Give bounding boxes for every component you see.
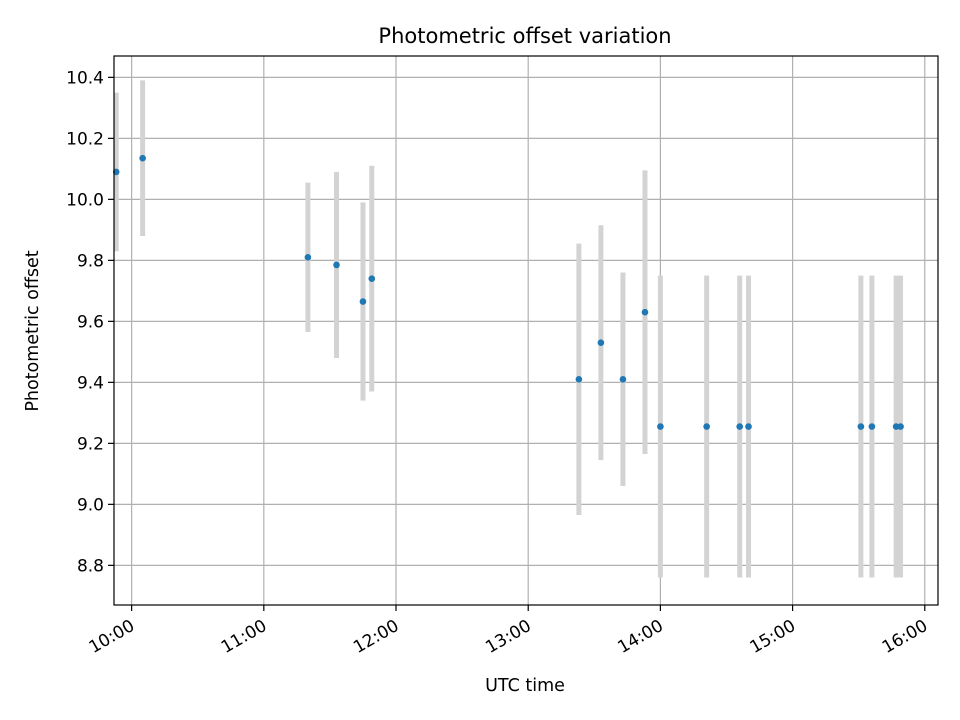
x-tick-label: 12:00 [350, 616, 402, 658]
x-tick-label: 15:00 [747, 616, 799, 658]
y-tick-label: 9.6 [77, 312, 104, 332]
x-tick-label: 13:00 [482, 616, 534, 658]
y-axis-label: Photometric offset [23, 250, 43, 411]
data-point [619, 376, 627, 383]
grid [114, 56, 938, 605]
data-point [359, 298, 367, 305]
data-points [112, 154, 904, 430]
data-point [304, 253, 312, 261]
data-point [575, 376, 583, 383]
y-tick-label: 9.4 [77, 373, 104, 393]
data-point [857, 423, 865, 430]
y-axis: 8.8 9.0 9.2 9.4 9.6 9.8 10.0 10.2 10.4 [66, 68, 114, 576]
data-point [745, 423, 752, 430]
x-axis-label: UTC time [485, 676, 565, 696]
y-tick-label: 10.2 [66, 129, 104, 149]
y-tick-label: 10.4 [66, 68, 104, 88]
plot-frame [113, 55, 939, 606]
y-tick-label: 10.0 [66, 190, 104, 210]
data-point [897, 423, 904, 430]
data-point [641, 308, 649, 316]
chart-title: Photometric offset variation [378, 24, 671, 48]
error-bars [113, 80, 904, 578]
y-tick-label: 9.2 [77, 434, 104, 454]
data-point [333, 261, 340, 269]
x-axis: 10:00 11:00 12:00 13:00 14:00 15:00 16:00 [86, 605, 931, 658]
y-tick-label: 9.8 [77, 251, 104, 271]
data-point [703, 423, 710, 430]
x-tick-label: 11:00 [218, 616, 270, 658]
x-tick-label: 10:00 [86, 616, 138, 658]
x-tick-label: 14:00 [614, 616, 666, 658]
y-tick-label: 8.8 [77, 556, 104, 576]
data-point [736, 423, 744, 430]
x-tick-label: 16:00 [879, 616, 931, 658]
data-point [868, 423, 876, 430]
data-point [597, 339, 605, 347]
data-point [368, 275, 376, 282]
data-point [657, 423, 664, 430]
data-point [139, 154, 146, 162]
y-tick-label: 9.0 [77, 495, 104, 515]
